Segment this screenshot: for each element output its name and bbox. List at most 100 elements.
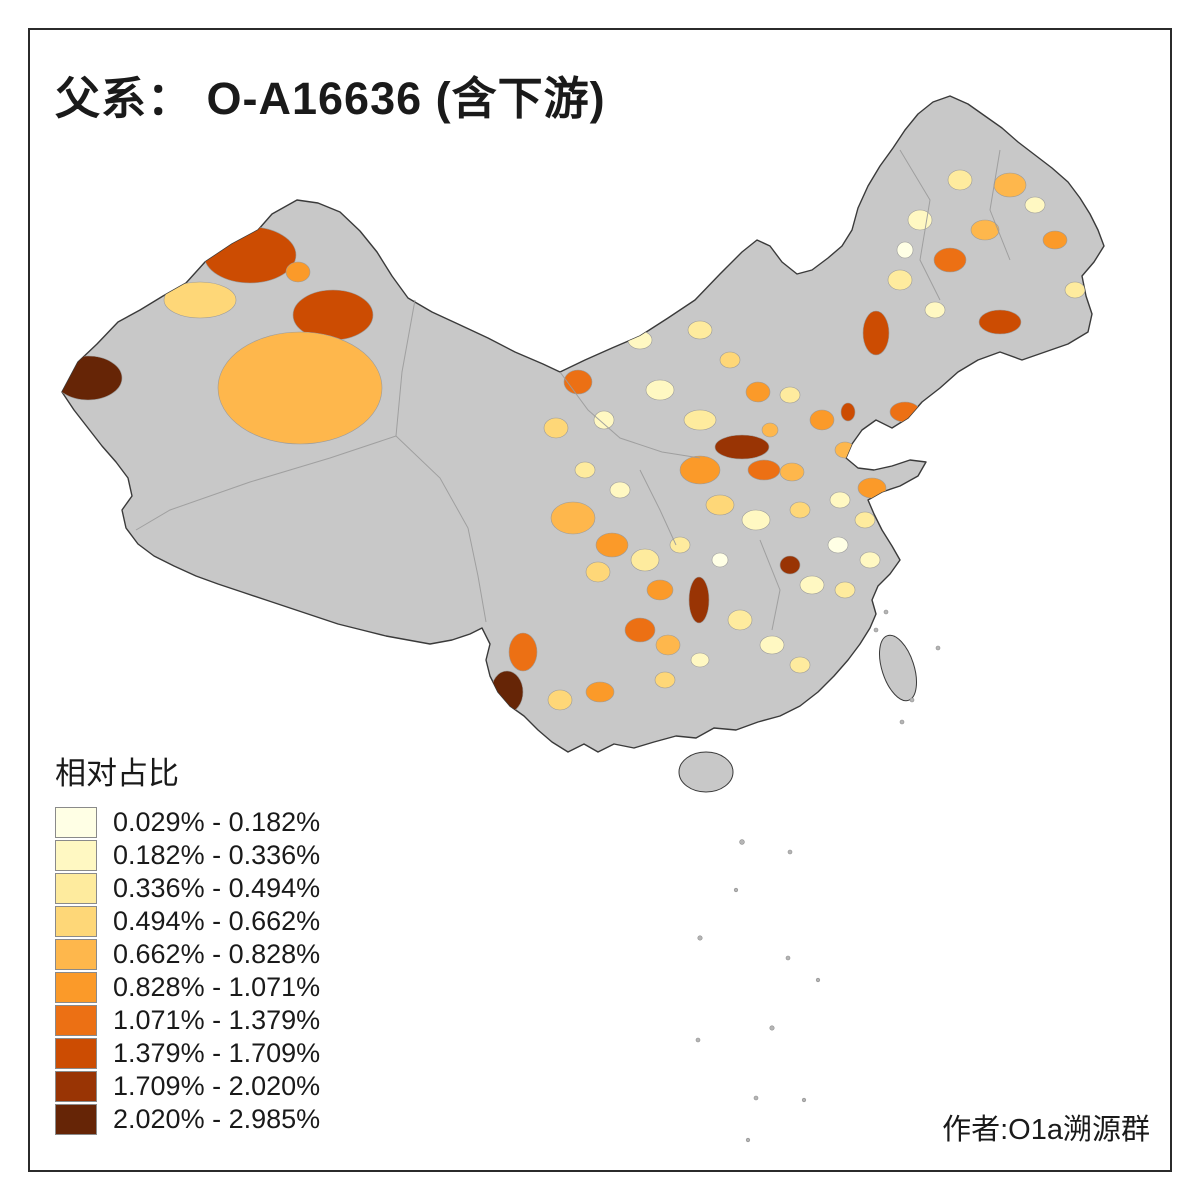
legend-row: 2.020% - 2.985% [55, 1104, 320, 1135]
region-patch [859, 551, 881, 569]
region-patch [862, 310, 890, 356]
region-patch [669, 536, 691, 554]
region-patch [924, 301, 946, 319]
page-title: 父系： O-A16636 (含下游) [55, 73, 606, 124]
region-patch [629, 291, 651, 309]
region-layer [62, 169, 1086, 714]
region-patch [645, 379, 675, 401]
region-patch [563, 369, 593, 395]
region-patch [829, 491, 851, 509]
taiwan-shape [879, 634, 917, 702]
legend-swatch [55, 906, 97, 937]
region-patch [705, 494, 735, 516]
legend-label: 1.071% - 1.379% [113, 1005, 321, 1035]
legend-row: 0.828% - 1.071% [55, 972, 320, 1003]
region-patch [809, 409, 835, 431]
legend: 相对占比 0.029% - 0.182% 0.182% - 0.336% 0.3… [55, 748, 320, 1137]
region-patch [840, 402, 856, 422]
region-patch [593, 410, 615, 430]
legend-label: 0.182% - 0.336% [113, 840, 321, 870]
hainan-shape [678, 751, 734, 793]
legend-swatch [55, 807, 97, 838]
region-patch [547, 689, 573, 711]
legend-label: 0.494% - 0.662% [113, 906, 321, 936]
region-patch [1024, 196, 1046, 214]
region-patch [690, 652, 710, 668]
region-patch [779, 555, 801, 575]
region-patch [679, 455, 721, 485]
region-patch [490, 670, 524, 714]
region-patch [574, 461, 596, 479]
region-patch [203, 226, 297, 284]
region-patch [1042, 230, 1068, 250]
region-patch [719, 351, 741, 369]
legend-label: 2.020% - 2.985% [113, 1104, 321, 1134]
region-patch [687, 320, 713, 340]
legend-title: 相对占比 [55, 756, 179, 791]
legend-swatch [55, 1104, 97, 1135]
region-patch [761, 422, 779, 438]
region-patch [907, 209, 933, 231]
legend-row: 0.336% - 0.494% [55, 873, 320, 904]
region-patch [759, 635, 785, 655]
region-patch [857, 477, 887, 499]
legend-swatch [55, 1071, 97, 1102]
region-patch [834, 581, 856, 599]
region-patch [779, 386, 801, 404]
region-patch [688, 576, 710, 624]
legend-row: 0.494% - 0.662% [55, 906, 320, 937]
region-patch [508, 632, 538, 672]
legend-swatch [55, 840, 97, 871]
region-patch [789, 656, 811, 674]
legend-swatch [55, 873, 97, 904]
small-islands [695, 609, 941, 1143]
legend-label: 1.709% - 2.020% [113, 1071, 321, 1101]
region-patch [779, 462, 805, 482]
legend-swatch [55, 939, 97, 970]
region-patch [217, 331, 383, 445]
legend-label: 0.336% - 0.494% [113, 873, 321, 903]
region-patch [970, 219, 1000, 241]
legend-label: 0.662% - 0.828% [113, 939, 321, 969]
region-patch [896, 241, 914, 259]
region-patch [655, 634, 681, 656]
region-patch [609, 481, 631, 499]
region-patch [993, 172, 1027, 198]
legend-row: 0.029% - 0.182% [55, 807, 320, 838]
legend-row: 0.182% - 0.336% [55, 840, 320, 871]
region-patch [789, 501, 811, 519]
region-patch [595, 532, 629, 558]
region-patch [654, 671, 676, 689]
region-patch [1064, 281, 1086, 299]
legend-row: 0.662% - 0.828% [55, 939, 320, 970]
region-patch [163, 281, 237, 319]
region-patch [978, 309, 1022, 335]
region-patch [630, 548, 660, 572]
attribution-text: 作者:O1a溯源群 [942, 1114, 1150, 1146]
region-patch [646, 579, 674, 601]
region-patch [585, 561, 611, 583]
china-mainland-shape [61, 95, 1105, 753]
region-patch [550, 501, 596, 535]
region-patch [933, 247, 967, 273]
region-patch [627, 330, 653, 350]
region-patch [683, 409, 717, 431]
region-patch [62, 355, 123, 401]
legend-swatch [55, 1005, 97, 1036]
region-patch [889, 401, 921, 423]
legend-row: 1.379% - 1.709% [55, 1038, 320, 1069]
region-patch [745, 381, 771, 403]
region-patch [854, 511, 876, 529]
legend-swatch [55, 1038, 97, 1069]
legend-row: 1.071% - 1.379% [55, 1005, 320, 1036]
legend-swatch [55, 972, 97, 1003]
legend-label: 0.828% - 1.071% [113, 972, 321, 1002]
region-patch [747, 459, 781, 481]
legend-row: 1.709% - 2.020% [55, 1071, 320, 1102]
region-patch [285, 261, 311, 283]
region-patch [543, 417, 569, 439]
legend-label: 0.029% - 0.182% [113, 807, 321, 837]
region-patch [947, 169, 973, 191]
